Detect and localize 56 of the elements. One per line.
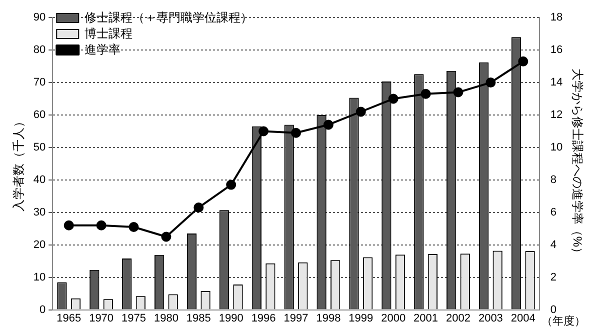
point bbox=[291, 128, 301, 138]
x-axis-title: （年度） bbox=[541, 314, 586, 328]
y-tick-label: 30 bbox=[33, 206, 46, 218]
point bbox=[486, 78, 496, 88]
point bbox=[258, 126, 269, 136]
point bbox=[453, 87, 464, 98]
y-tick-label: 90 bbox=[33, 12, 46, 24]
y2-tick-label: 4 bbox=[550, 238, 556, 251]
y2-axis-title: 大学から修士課程への進学率（%） bbox=[570, 68, 584, 260]
x-tick-label: 1970 bbox=[89, 312, 114, 324]
point bbox=[194, 202, 204, 213]
x-tick-label: 1990 bbox=[218, 312, 244, 324]
y2-tick-label: 8 bbox=[550, 174, 556, 186]
point bbox=[420, 88, 431, 99]
x-tick-label: 1985 bbox=[186, 312, 211, 324]
y-tick-label: 40 bbox=[33, 174, 46, 186]
point bbox=[356, 106, 366, 117]
point bbox=[388, 94, 398, 104]
point bbox=[64, 220, 74, 230]
y2-tick-label: 12 bbox=[550, 109, 563, 122]
point bbox=[323, 120, 334, 130]
y2-tick-label: 18 bbox=[550, 12, 563, 24]
y2-tick-label: 10 bbox=[550, 142, 563, 154]
x-tick-label: 2004 bbox=[510, 312, 536, 324]
y2-tick-label: 16 bbox=[550, 44, 563, 56]
x-tick-label: 1997 bbox=[284, 312, 308, 324]
x-tick-label: 1998 bbox=[316, 312, 341, 324]
y-tick-label: 20 bbox=[33, 238, 46, 251]
y2-tick-label: 6 bbox=[550, 206, 556, 218]
x-tick-label: 1975 bbox=[122, 312, 146, 324]
point bbox=[128, 222, 139, 232]
point bbox=[226, 180, 236, 190]
point bbox=[96, 220, 106, 230]
x-tick-label: 1996 bbox=[251, 312, 276, 324]
y2-tick-label: 14 bbox=[550, 76, 563, 89]
legend-label: 進学率 bbox=[84, 42, 121, 56]
x-tick-label: 1980 bbox=[154, 312, 178, 324]
point bbox=[518, 56, 528, 66]
point bbox=[161, 232, 172, 242]
y-tick-label: 60 bbox=[33, 109, 46, 122]
y2-tick-label: 2 bbox=[550, 271, 556, 284]
x-tick-label: 1965 bbox=[56, 312, 82, 324]
legend-label: 博士課程 bbox=[84, 26, 133, 40]
y2-tick-label: 0 bbox=[550, 304, 556, 316]
y-axis-title: 入学者数（千人） bbox=[12, 116, 26, 212]
x-tick-label: 2003 bbox=[478, 312, 503, 324]
y-tick-label: 80 bbox=[33, 44, 46, 56]
x-tick-label: 2000 bbox=[381, 312, 406, 324]
x-tick-label: 2001 bbox=[414, 312, 438, 324]
y-tick-label: 0 bbox=[40, 304, 46, 316]
x-tick-label: 2002 bbox=[446, 312, 470, 324]
y-tick-label: 10 bbox=[33, 271, 46, 284]
y-tick-label: 50 bbox=[33, 142, 46, 154]
legend-label: 修士課程（＋専門職学位課程） bbox=[84, 10, 253, 24]
x-tick-label: 1999 bbox=[348, 312, 374, 324]
y-tick-label: 70 bbox=[33, 76, 46, 89]
